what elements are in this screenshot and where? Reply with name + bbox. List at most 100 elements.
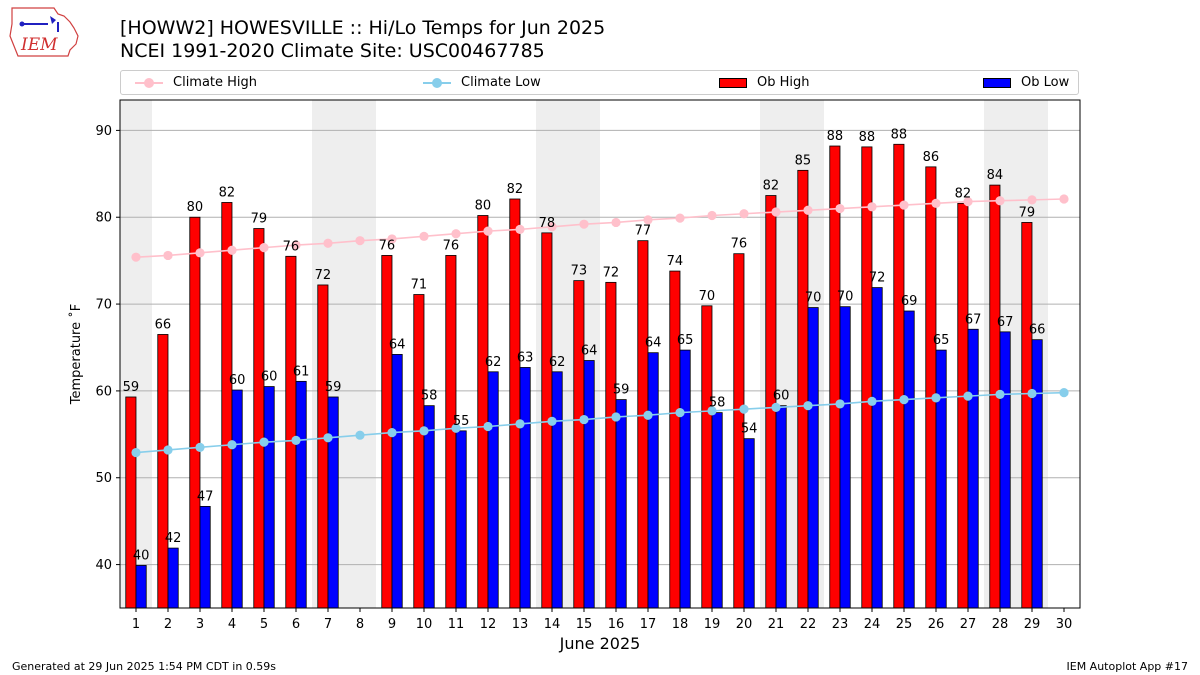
climate-low-point bbox=[163, 445, 173, 455]
climate-high-point bbox=[451, 229, 461, 239]
y-tick-label: 80 bbox=[95, 211, 112, 226]
climate-high-point bbox=[291, 240, 301, 250]
x-tick-label: 26 bbox=[928, 617, 945, 632]
ob-low-label: 72 bbox=[869, 271, 886, 286]
ob-high-label: 80 bbox=[187, 200, 204, 215]
climate-high-point bbox=[163, 250, 173, 261]
ob-high-bar bbox=[573, 280, 585, 609]
ob-high-label: 79 bbox=[251, 212, 268, 227]
climate-low-point bbox=[931, 393, 941, 403]
ob-low-label: 60 bbox=[229, 373, 246, 388]
x-tick-label: 5 bbox=[260, 617, 268, 632]
x-tick-label: 18 bbox=[672, 617, 689, 632]
climate-low-point bbox=[899, 394, 909, 405]
x-tick-label: 23 bbox=[832, 617, 849, 632]
climate-high-point bbox=[259, 243, 269, 253]
ob-low-label: 62 bbox=[549, 355, 566, 370]
climate-high-point bbox=[899, 200, 909, 210]
ob-high-bar bbox=[253, 228, 265, 609]
climate-high-point bbox=[963, 197, 973, 207]
ob-low-bar bbox=[615, 399, 627, 609]
climate-high-point bbox=[995, 196, 1005, 206]
climate-low-point bbox=[355, 430, 365, 440]
ob-high-bar bbox=[285, 255, 297, 609]
ob-low-label: 59 bbox=[613, 383, 630, 398]
climate-low-point bbox=[259, 437, 269, 447]
climate-high-point bbox=[483, 226, 493, 236]
climate-low-point bbox=[803, 401, 813, 411]
chart-title: [HOWW2] HOWESVILLE :: Hi/Lo Temps for Ju… bbox=[120, 17, 606, 39]
x-tick-label: 20 bbox=[736, 617, 753, 632]
climate-high-point bbox=[1027, 195, 1037, 205]
x-axis-label: June 2025 bbox=[559, 634, 641, 653]
ob-high-label: 79 bbox=[1019, 205, 1036, 220]
ob-high-label: 73 bbox=[571, 264, 588, 279]
ob-low-bar bbox=[167, 547, 179, 609]
ob-low-bar bbox=[455, 430, 467, 609]
ob-high-label: 85 bbox=[795, 153, 812, 168]
climate-high-point bbox=[771, 207, 781, 217]
climate-low-point bbox=[515, 419, 525, 429]
x-tick-label: 13 bbox=[512, 617, 529, 632]
ob-low-bar bbox=[871, 287, 883, 609]
ob-low-label: 70 bbox=[805, 291, 822, 306]
climate-high-point bbox=[547, 222, 557, 232]
climate-low-point bbox=[1059, 388, 1069, 398]
legend-ob-low: Ob Low bbox=[983, 71, 1069, 94]
ob-high-label: 78 bbox=[539, 216, 556, 231]
ob-low-bar bbox=[1031, 339, 1043, 609]
ob-high-label: 59 bbox=[123, 380, 140, 395]
legend-climate-high: Climate High bbox=[135, 71, 257, 94]
ob-high-bar bbox=[509, 198, 521, 609]
ob-low-label: 65 bbox=[677, 333, 694, 348]
climate-low-point bbox=[611, 412, 621, 422]
ob-low-label: 70 bbox=[837, 290, 854, 305]
generated-note: Generated at 29 Jun 2025 1:54 PM CDT in … bbox=[12, 660, 277, 673]
x-tick-label: 6 bbox=[292, 617, 300, 632]
ob-low-bar bbox=[135, 565, 147, 609]
climate-low-point bbox=[739, 404, 749, 414]
ob-low-bar bbox=[807, 307, 819, 609]
x-tick-label: 21 bbox=[768, 617, 785, 632]
x-tick-label: 14 bbox=[544, 617, 561, 632]
legend-climate-low-label: Climate Low bbox=[461, 75, 541, 90]
ob-low-label: 60 bbox=[261, 370, 278, 385]
climate-high-point bbox=[131, 252, 141, 262]
plot-frame bbox=[119, 99, 1081, 609]
ob-low-label: 62 bbox=[485, 355, 502, 370]
ob-high-label: 82 bbox=[219, 185, 236, 200]
ob-high-bar bbox=[669, 270, 681, 609]
ob-low-bar bbox=[775, 405, 787, 609]
x-tick-label: 17 bbox=[640, 617, 657, 632]
ob-low-label: 69 bbox=[901, 294, 918, 309]
ob-high-label: 84 bbox=[987, 168, 1004, 183]
x-tick-label: 28 bbox=[992, 617, 1009, 632]
ob-low-bar bbox=[679, 349, 691, 609]
climate-high-point bbox=[515, 224, 525, 234]
x-tick-label: 3 bbox=[196, 617, 204, 632]
climate-low-point bbox=[707, 406, 717, 416]
ob-low-label: 63 bbox=[517, 350, 534, 365]
legend-climate-high-swatch bbox=[135, 77, 163, 88]
ob-high-bar bbox=[925, 166, 937, 609]
climate-high-point bbox=[579, 219, 589, 229]
ob-high-label: 77 bbox=[635, 224, 652, 239]
ob-low-bar bbox=[967, 328, 979, 609]
ob-high-label: 82 bbox=[955, 186, 972, 201]
climate-low-point bbox=[387, 427, 397, 438]
climate-low-point bbox=[195, 442, 205, 452]
climate-low-point bbox=[675, 408, 685, 418]
x-tick-label: 24 bbox=[864, 617, 881, 632]
ob-low-bar bbox=[647, 352, 659, 609]
ob-high-bar bbox=[157, 334, 169, 609]
ob-high-label: 86 bbox=[923, 150, 940, 165]
y-tick-label: 70 bbox=[95, 298, 112, 313]
ob-high-label: 76 bbox=[379, 238, 396, 253]
x-tick-label: 8 bbox=[356, 617, 364, 632]
climate-high-point bbox=[707, 210, 717, 221]
ob-low-bar bbox=[231, 389, 243, 609]
ob-high-label: 82 bbox=[507, 182, 524, 197]
ob-low-label: 61 bbox=[293, 364, 310, 379]
legend-climate-high-label: Climate High bbox=[173, 75, 258, 90]
ob-high-label: 82 bbox=[763, 179, 780, 194]
